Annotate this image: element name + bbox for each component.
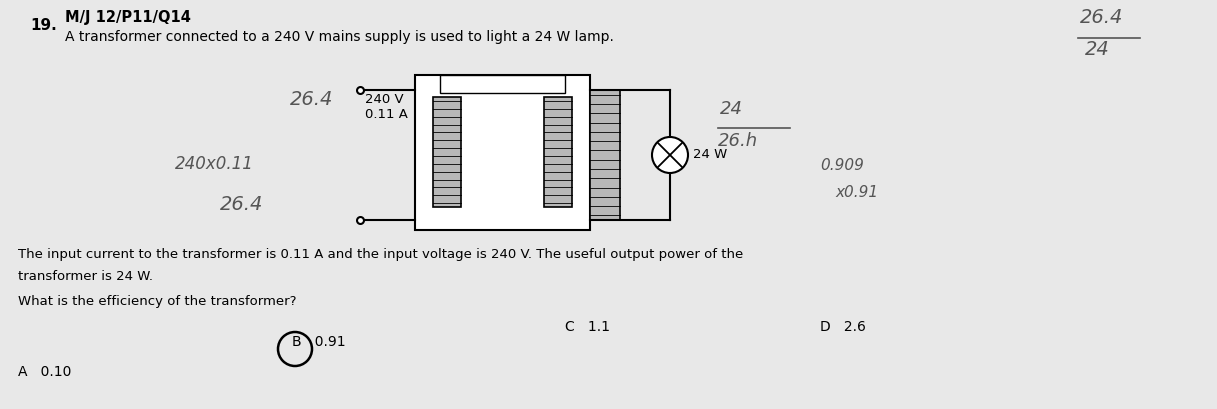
Text: What is the efficiency of the transformer?: What is the efficiency of the transforme… xyxy=(18,295,297,308)
Text: 24: 24 xyxy=(1086,40,1110,59)
Bar xyxy=(590,90,619,220)
Text: 0.909: 0.909 xyxy=(820,158,864,173)
Text: A   0.10: A 0.10 xyxy=(18,365,72,379)
Text: 24 W: 24 W xyxy=(692,148,728,162)
Text: 240x0.11: 240x0.11 xyxy=(175,155,254,173)
Text: 26.4: 26.4 xyxy=(220,195,263,214)
Bar xyxy=(441,75,565,93)
Text: transformer is 24 W.: transformer is 24 W. xyxy=(18,270,153,283)
Text: 19.: 19. xyxy=(30,18,57,33)
Bar xyxy=(433,97,461,207)
Circle shape xyxy=(652,137,688,173)
Text: C   1.1: C 1.1 xyxy=(565,320,610,334)
Text: 0.11 A: 0.11 A xyxy=(365,108,408,121)
Text: B   0.91: B 0.91 xyxy=(292,335,346,349)
Text: A transformer connected to a 240 V mains supply is used to light a 24 W lamp.: A transformer connected to a 240 V mains… xyxy=(65,30,613,44)
Text: 24: 24 xyxy=(720,100,744,118)
Text: D   2.6: D 2.6 xyxy=(820,320,865,334)
Text: M/J 12/P11/Q14: M/J 12/P11/Q14 xyxy=(65,10,191,25)
Text: x0.91: x0.91 xyxy=(835,185,879,200)
Text: 26.4: 26.4 xyxy=(1079,8,1123,27)
Text: 26.h: 26.h xyxy=(718,132,758,150)
Bar xyxy=(415,75,590,230)
Text: 240 V: 240 V xyxy=(365,93,404,106)
Text: The input current to the transformer is 0.11 A and the input voltage is 240 V. T: The input current to the transformer is … xyxy=(18,248,744,261)
Bar xyxy=(544,97,572,207)
Text: 26.4: 26.4 xyxy=(290,90,333,109)
